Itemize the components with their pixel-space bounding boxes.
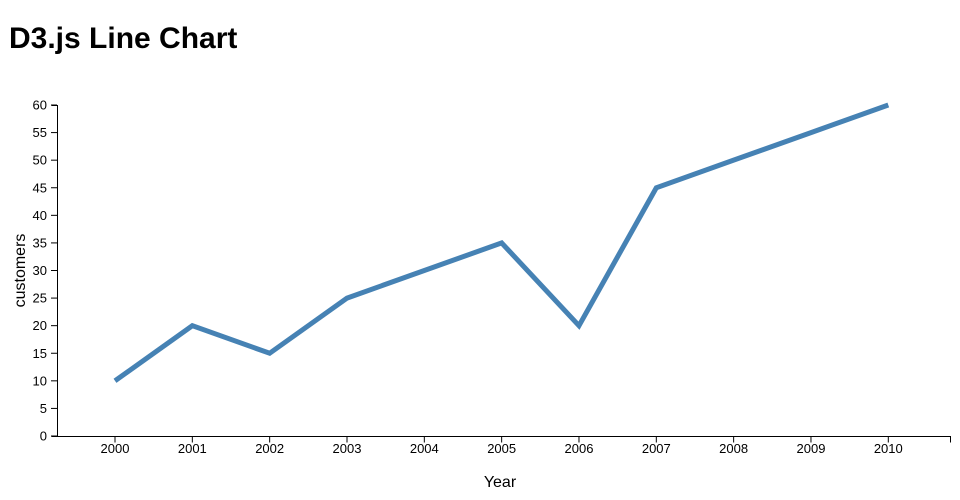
y-axis-tick-label: 10: [33, 373, 47, 388]
y-axis-tick-label: 0: [40, 429, 47, 444]
x-axis-title: Year: [484, 474, 517, 491]
x-axis-line: [57, 436, 951, 443]
y-axis-tick-label: 30: [33, 263, 47, 278]
x-axis-tick-label: 2010: [874, 441, 903, 456]
y-axis-tick-label: 20: [33, 318, 47, 333]
y-axis-tick-label: 25: [33, 291, 47, 306]
y-axis-tick-label: 55: [33, 125, 47, 140]
y-axis-tick-label: 35: [33, 235, 47, 250]
y-axis-title: customers: [12, 234, 29, 308]
x-axis-tick-label: 2002: [255, 441, 284, 456]
x-axis-tick-label: 2006: [565, 441, 594, 456]
y-axis-tick-label: 45: [33, 180, 47, 195]
data-line: [113, 102, 890, 383]
y-axis-tick-label: 5: [40, 401, 47, 416]
x-axis-tick-label: 2004: [410, 441, 439, 456]
x-axis-tick-label: 2000: [101, 441, 130, 456]
x-axis-tick-label: 2008: [719, 441, 748, 456]
y-axis-tick-label: 40: [33, 208, 47, 223]
x-axis-tick-label: 2003: [333, 441, 362, 456]
x-axis-tick-label: 2005: [487, 441, 516, 456]
chart-title: D3.js Line Chart: [9, 22, 238, 55]
x-axis-tick-label: 2009: [797, 441, 826, 456]
x-axis-tick-label: 2001: [178, 441, 207, 456]
y-axis-tick-label: 50: [33, 153, 47, 168]
y-axis-tick-label: 15: [33, 346, 47, 361]
y-axis-tick-label: 60: [33, 98, 47, 113]
x-axis-tick-label: 2007: [642, 441, 671, 456]
